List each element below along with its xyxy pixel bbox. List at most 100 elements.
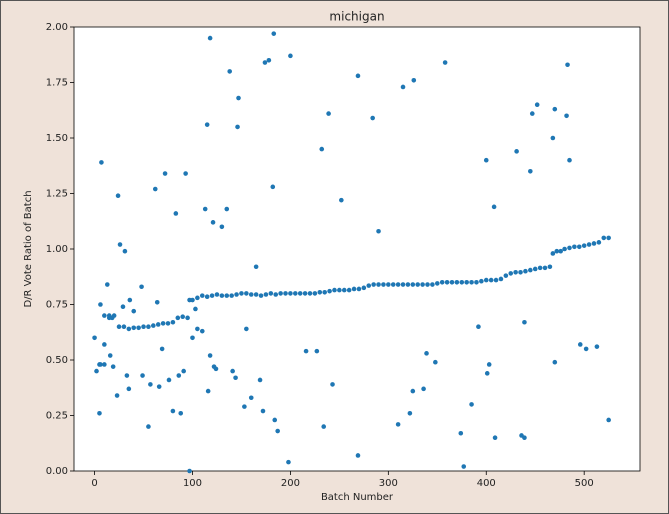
point: [102, 342, 107, 347]
point: [195, 326, 200, 332]
point: [361, 285, 367, 291]
point: [532, 266, 538, 272]
point: [297, 291, 303, 296]
point: [117, 242, 123, 247]
point: [131, 325, 137, 331]
point: [565, 62, 570, 68]
point: [424, 351, 429, 356]
point: [235, 124, 240, 130]
point: [454, 280, 460, 285]
point: [381, 282, 386, 287]
point: [148, 382, 153, 387]
x-tick-label: 200: [281, 478, 300, 489]
point: [514, 149, 519, 154]
point: [248, 395, 254, 401]
point: [321, 424, 327, 429]
point: [483, 157, 489, 163]
point: [260, 408, 266, 414]
point: [126, 386, 132, 392]
point: [355, 73, 361, 79]
y-axis-label: D/R Vote Ratio of Batch: [23, 190, 34, 307]
point: [242, 404, 247, 409]
point: [558, 248, 563, 254]
point: [152, 186, 158, 192]
point: [522, 435, 527, 441]
x-tick-label: 400: [477, 478, 496, 489]
point: [209, 293, 215, 298]
point: [176, 373, 182, 378]
point: [420, 282, 425, 287]
point: [449, 280, 455, 285]
point: [253, 264, 259, 270]
point: [102, 313, 107, 318]
point: [459, 280, 465, 285]
point: [253, 292, 259, 297]
point: [175, 315, 181, 321]
point: [461, 464, 467, 469]
point: [224, 293, 230, 298]
point: [339, 197, 344, 203]
point: [322, 289, 327, 295]
point: [207, 353, 213, 358]
x-tick-label: 300: [379, 478, 398, 489]
point: [139, 284, 144, 290]
point: [151, 323, 156, 328]
point: [332, 287, 337, 293]
point: [491, 204, 497, 210]
point: [395, 282, 401, 287]
x-tick-label: 0: [91, 478, 97, 489]
y-tick-label: 0.00: [46, 466, 68, 477]
point: [187, 468, 192, 474]
point: [346, 287, 352, 293]
point: [581, 243, 587, 248]
point: [178, 410, 184, 416]
y-tick-label: 0.75: [46, 300, 68, 311]
point: [233, 375, 238, 381]
point: [606, 235, 611, 241]
point: [227, 69, 232, 74]
point: [120, 304, 126, 310]
point: [351, 286, 357, 292]
point: [116, 324, 122, 330]
point: [162, 171, 168, 176]
point: [202, 206, 208, 212]
point: [286, 459, 291, 465]
point: [266, 58, 272, 63]
point: [537, 265, 543, 271]
point: [317, 289, 323, 295]
point: [165, 321, 171, 326]
point: [337, 287, 342, 293]
point: [262, 60, 268, 65]
point: [173, 211, 179, 216]
x-tick-label: 100: [183, 478, 202, 489]
point: [98, 302, 103, 307]
point: [275, 428, 280, 434]
y-tick-label: 1.25: [46, 189, 68, 200]
point: [229, 293, 234, 298]
point: [230, 368, 235, 374]
point: [136, 325, 141, 331]
point: [562, 246, 567, 252]
point: [508, 271, 514, 276]
point: [124, 373, 130, 378]
point: [528, 169, 533, 174]
point: [131, 308, 137, 314]
point: [180, 314, 185, 320]
point: [146, 324, 151, 330]
point: [577, 342, 583, 347]
point: [219, 224, 225, 230]
point: [356, 286, 362, 292]
point: [567, 157, 572, 163]
point: [166, 377, 172, 383]
point: [181, 368, 186, 374]
point: [121, 324, 127, 330]
point: [464, 280, 469, 285]
point: [583, 346, 589, 352]
point: [239, 291, 244, 296]
point: [97, 410, 102, 416]
point: [425, 282, 430, 287]
point: [469, 280, 474, 285]
point: [547, 264, 553, 270]
point: [534, 102, 540, 107]
point: [479, 278, 484, 284]
